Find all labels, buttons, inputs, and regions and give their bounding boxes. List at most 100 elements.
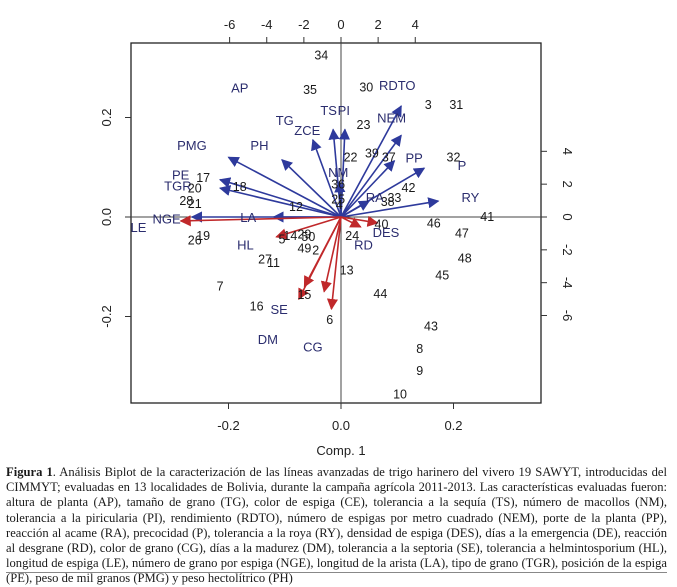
variable-label-hl: HL — [237, 237, 254, 252]
observation-label: 13 — [340, 264, 354, 278]
y-axis-left: -0.2 0.0 0.2 — [99, 108, 131, 328]
observation-label: 47 — [455, 226, 469, 240]
right-tick-label: -2 — [560, 244, 575, 256]
arrow-tgr — [218, 185, 342, 218]
x-axis-top: -6 -4 -2 0 2 4 — [224, 17, 419, 43]
observation-label: 36 — [331, 178, 345, 192]
observation-label: 23 — [357, 118, 371, 132]
variable-label-nem: NEM — [377, 111, 406, 126]
variable-label-tg: TG — [276, 113, 294, 128]
top-tick-label: -6 — [224, 17, 236, 32]
top-tick-label: 2 — [375, 17, 382, 32]
variable-label-le: LE — [131, 220, 147, 235]
variable-label-pmg: PMG — [177, 138, 207, 153]
variable-label-ra: RA — [366, 190, 384, 205]
variable-label-pp: PP — [405, 150, 422, 165]
top-tick-label: -4 — [261, 17, 273, 32]
variable-label-nm: NM — [328, 165, 348, 180]
observation-label: 22 — [344, 150, 358, 164]
observation-label: 7 — [217, 280, 224, 294]
observation-label: 2 — [312, 243, 319, 257]
observation-label: 16 — [250, 300, 264, 314]
variable-label-pi: PI — [338, 103, 350, 118]
arrow-pi — [338, 128, 351, 218]
x-tick-label: -0.2 — [217, 418, 239, 433]
observation-label: 41 — [480, 210, 494, 224]
plot-frame — [130, 42, 542, 404]
observation-label: 49 — [297, 241, 311, 255]
arrow-rdto — [340, 105, 402, 218]
observation-label: 48 — [458, 251, 472, 265]
arrow-pmg — [227, 156, 342, 218]
observation-label: 29 — [297, 227, 311, 241]
observation-label: 42 — [402, 181, 416, 195]
observation-label: 37 — [382, 150, 396, 164]
observation-label: 11 — [267, 256, 280, 270]
observation-label: 19 — [196, 229, 210, 243]
arrow-de — [303, 216, 342, 288]
observation-label: 25 — [331, 193, 345, 207]
observation-label: 20 — [188, 182, 202, 196]
arrow-hl — [275, 216, 342, 240]
observation-label: 12 — [289, 200, 303, 214]
observation-label: 31 — [449, 98, 463, 112]
arrow-pe — [218, 177, 342, 218]
variable-label-ph: PH — [250, 138, 268, 153]
arrow-ry — [340, 197, 440, 218]
arrow-ra — [340, 200, 371, 218]
observation-label: 18 — [233, 180, 247, 194]
x-tick-label: 0.2 — [444, 418, 462, 433]
observation-label: 21 — [188, 197, 202, 211]
observation-label: 8 — [416, 342, 423, 356]
arrow-nm — [334, 181, 346, 218]
observation-label: 33 — [387, 191, 401, 205]
variable-label-ts: TS — [320, 103, 337, 118]
y-axis-right: 4 2 0 -2 -4 -6 — [541, 148, 575, 322]
top-tick-label: 0 — [337, 17, 344, 32]
observation-label: 39 — [365, 146, 379, 160]
biplot-chart: -0.2 0.0 0.2 -0.20.00.2 -6 -4 -2 0 2 4 420-2-4-… — [99, 17, 575, 458]
arrow-ph — [281, 159, 342, 218]
observation-label: 30 — [359, 81, 373, 95]
observation-label: 35 — [303, 83, 317, 97]
y-tick-label: -0.2 — [99, 305, 114, 327]
observation-label: 9 — [416, 364, 423, 378]
y-tick-label: 0.2 — [99, 108, 114, 126]
observation-label: 32 — [447, 150, 461, 164]
observation-label: 6 — [326, 313, 333, 327]
caption-text: . Análisis Biplot de la caracterización … — [6, 465, 667, 586]
arrow-nem — [340, 134, 402, 218]
arrow-le — [179, 215, 342, 227]
observation-label: 10 — [393, 388, 407, 402]
observation-label: 28 — [179, 194, 193, 208]
observation-label: 4 — [336, 198, 343, 212]
arrow-dm — [320, 216, 342, 293]
x-axis-title: Comp. 1 — [316, 443, 365, 458]
arrow-zce — [311, 138, 342, 218]
observation-label: 45 — [435, 269, 449, 283]
variable-label-rdto: RDTO — [379, 78, 416, 93]
observation-label: 26 — [188, 233, 202, 247]
variable-label-rd: RD — [354, 237, 373, 252]
observation-label: 17 — [196, 171, 210, 185]
right-tick-label: -4 — [560, 277, 575, 289]
observation-label: 24 — [345, 229, 359, 243]
arrow-rd — [340, 216, 362, 228]
variable-label-dm: DM — [258, 332, 278, 347]
observation-label: 5 — [278, 232, 285, 246]
y-tick-label: 0.0 — [99, 208, 114, 226]
right-tick-label: -6 — [560, 310, 575, 322]
x-tick-label: 0.0 — [332, 418, 350, 433]
observation-label: 27 — [258, 252, 272, 266]
variable-label-se: SE — [270, 302, 288, 317]
top-tick-label: 4 — [412, 17, 419, 32]
observation-label: 14 — [283, 229, 297, 243]
observation-label: 40 — [375, 217, 389, 231]
right-tick-label: 2 — [560, 181, 575, 188]
variable-label-cg: CG — [303, 339, 323, 354]
observation-label: 34 — [314, 48, 328, 62]
variable-label-nge: NGE — [153, 211, 182, 226]
observation-label: 46 — [427, 216, 441, 230]
